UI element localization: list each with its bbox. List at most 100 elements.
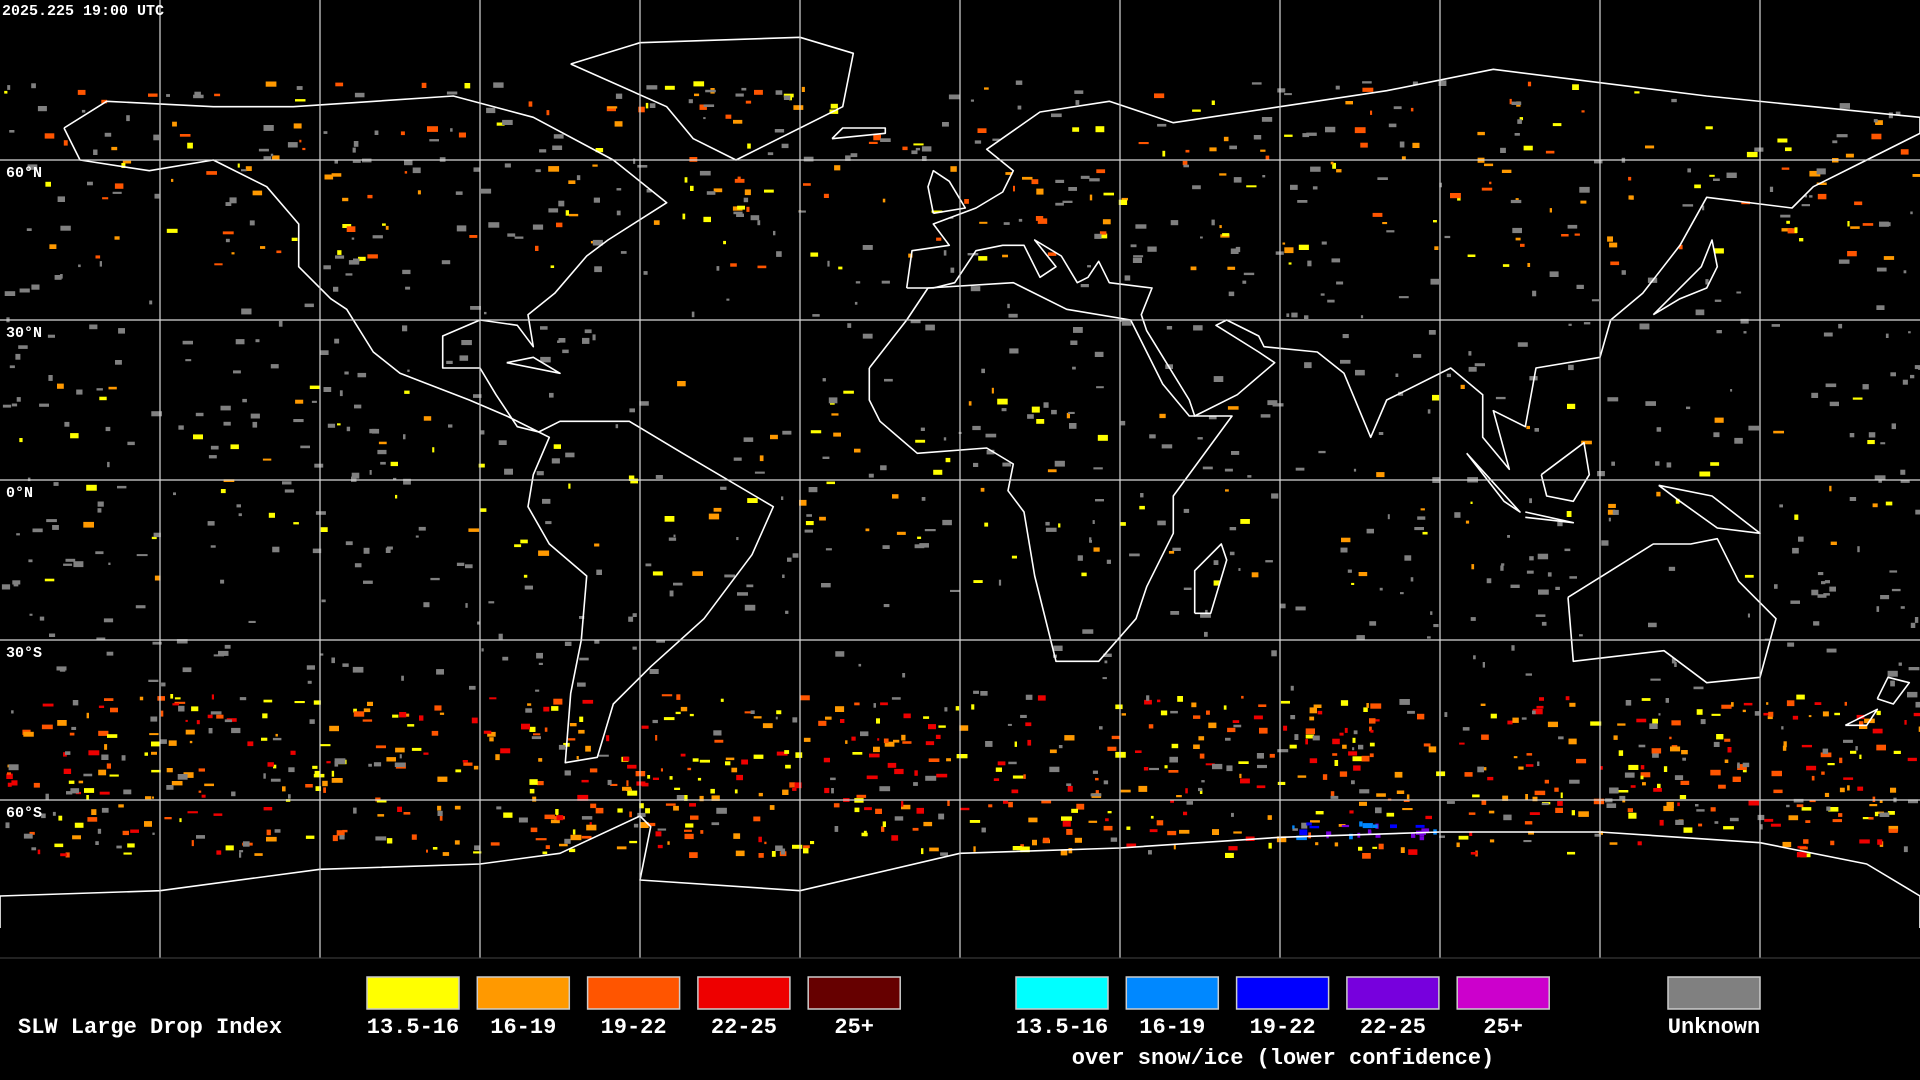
cloud-pixel	[1489, 181, 1492, 185]
cloud-pixel	[581, 835, 592, 839]
cloud-pixel	[1315, 842, 1319, 846]
cloud-pixel	[116, 845, 122, 849]
cloud-pixel	[1814, 702, 1822, 705]
cloud-pixel	[1140, 493, 1144, 498]
cloud-pixel	[357, 372, 367, 378]
cloud-pixel	[1444, 235, 1451, 239]
cloud-pixel	[776, 751, 788, 756]
legend-swatch	[1125, 976, 1220, 1010]
cloud-pixel	[327, 423, 336, 428]
cloud-pixel	[877, 738, 880, 741]
cloud-pixel	[442, 852, 450, 856]
cloud-pixel	[1490, 713, 1497, 719]
cloud-pixel	[1686, 406, 1691, 410]
cloud-pixel	[630, 478, 638, 484]
cloud-pixel	[106, 651, 114, 656]
cloud-pixel	[415, 535, 419, 538]
cloud-pixel	[1477, 766, 1484, 773]
cloud-pixel	[78, 264, 81, 268]
cloud-pixel	[1568, 364, 1574, 371]
cloud-pixel	[450, 128, 453, 132]
cloud-pixel	[1258, 704, 1267, 707]
cloud-pixel	[922, 156, 927, 161]
cloud-pixel	[558, 338, 566, 343]
cloud-pixel	[123, 789, 132, 795]
cloud-pixel	[997, 398, 1008, 405]
cloud-pixel	[626, 780, 629, 787]
cloud-pixel	[1640, 775, 1644, 780]
cloud-pixel	[336, 830, 345, 836]
cloud-pixel	[322, 780, 328, 787]
cloud-pixel	[127, 441, 135, 446]
cloud-pixel	[1878, 479, 1882, 483]
cloud-pixel	[354, 92, 365, 98]
cloud-pixel	[684, 833, 694, 840]
cloud-pixel	[537, 781, 544, 786]
cloud-pixel	[1295, 606, 1306, 611]
cloud-pixel	[60, 225, 71, 231]
cloud-pixel	[1349, 833, 1353, 840]
cloud-pixel	[754, 471, 765, 474]
cloud-pixel	[1679, 795, 1687, 800]
cloud-pixel	[1353, 730, 1358, 735]
cloud-pixel	[1334, 842, 1339, 847]
cloud-pixel	[1564, 548, 1571, 552]
cloud-pixel	[774, 129, 785, 133]
cloud-pixel	[402, 269, 411, 275]
cloud-pixel	[1779, 504, 1783, 508]
legend-label: 19-22	[601, 1015, 667, 1040]
cloud-pixel	[1340, 547, 1348, 553]
cloud-pixel	[1695, 804, 1699, 807]
cloud-pixel	[1269, 753, 1275, 758]
cloud-pixel	[1361, 755, 1370, 762]
cloud-pixel	[1231, 451, 1240, 455]
cloud-pixel	[1597, 471, 1605, 477]
cloud-pixel	[7, 782, 12, 787]
cloud-pixel	[194, 91, 201, 97]
cloud-pixel	[980, 487, 985, 492]
legend-label: 16-19	[490, 1015, 556, 1040]
cloud-pixel	[711, 822, 720, 826]
cloud-pixel	[1857, 546, 1860, 553]
coastline	[1876, 676, 1911, 705]
cloud-pixel	[1353, 765, 1361, 771]
cloud-pixel	[703, 216, 711, 223]
cloud-pixel	[223, 479, 235, 482]
cloud-pixel	[1830, 840, 1835, 846]
legend-label: 22-25	[711, 1015, 777, 1040]
cloud-pixel	[795, 752, 803, 758]
cloud-pixel	[532, 796, 537, 802]
cloud-pixel	[104, 132, 112, 137]
cloud-pixel	[529, 779, 538, 785]
cloud-pixel	[1729, 817, 1739, 822]
cloud-pixel	[427, 126, 438, 132]
cloud-pixel	[437, 810, 443, 816]
cloud-pixel	[969, 820, 981, 823]
cloud-pixel	[548, 166, 560, 172]
cloud-pixel	[1484, 163, 1494, 167]
cloud-pixel	[307, 680, 312, 684]
cloud-pixel	[834, 826, 839, 832]
cloud-pixel	[19, 438, 23, 443]
cloud-pixel	[936, 237, 942, 241]
cloud-pixel	[928, 724, 936, 730]
cloud-pixel	[367, 194, 373, 199]
cloud-pixel	[1783, 741, 1787, 748]
cloud-pixel	[590, 803, 597, 809]
cloud-pixel	[955, 706, 960, 711]
cloud-pixel	[1129, 553, 1140, 557]
cloud-pixel	[1823, 332, 1833, 337]
cloud-pixel	[880, 138, 891, 142]
cloud-pixel	[1628, 764, 1639, 770]
cloud-pixel	[1423, 743, 1431, 747]
cloud-pixel	[39, 616, 45, 621]
cloud-pixel	[178, 705, 185, 712]
cloud-pixel	[1460, 384, 1465, 389]
cloud-pixel	[159, 739, 167, 744]
cloud-pixel	[1126, 843, 1137, 847]
cloud-pixel	[1025, 694, 1033, 700]
cloud-pixel	[104, 744, 108, 750]
cloud-pixel	[1068, 187, 1077, 191]
cloud-pixel	[1670, 746, 1681, 752]
cloud-pixel	[1714, 821, 1719, 824]
